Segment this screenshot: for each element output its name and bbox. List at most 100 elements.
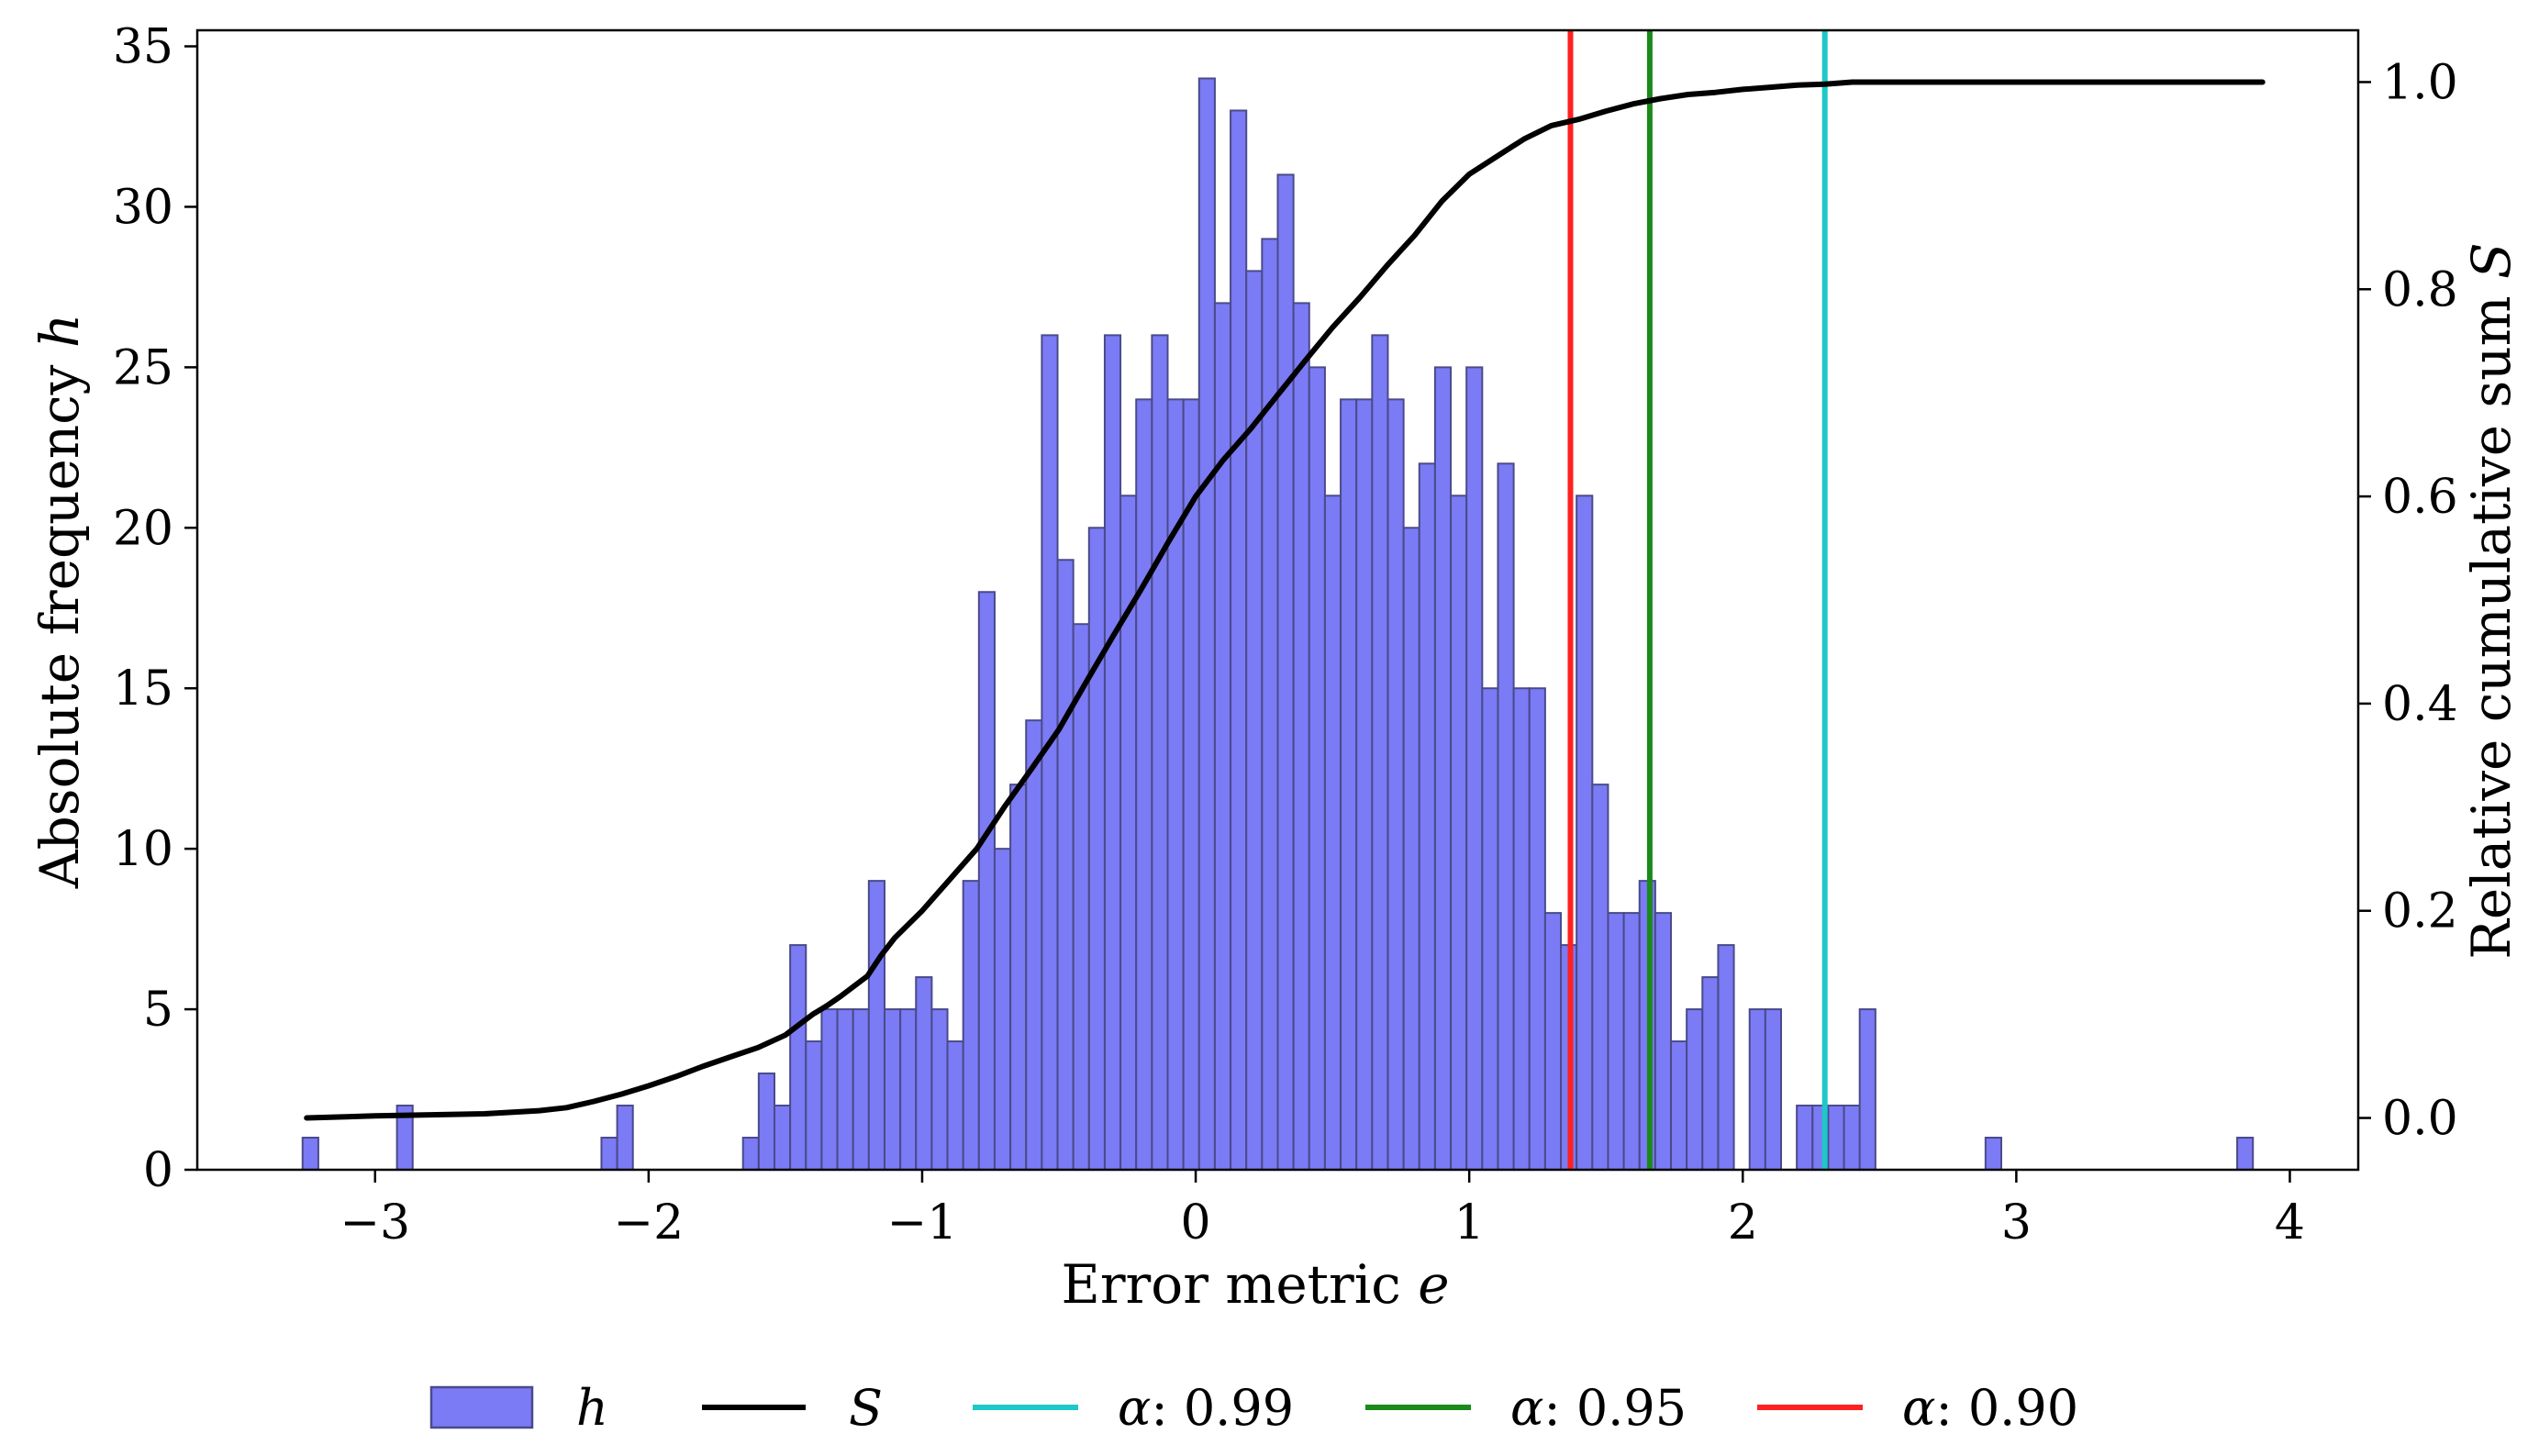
histogram-bar — [1056, 559, 1075, 1171]
left-y-axis-ticks: 0 5 10 15 20 25 30 35 — [113, 19, 197, 1198]
plot-frame — [195, 28, 2360, 1172]
legend-label-alpha-095: α: 0.95 — [1510, 1379, 1687, 1437]
histogram-bar — [820, 1008, 839, 1172]
right-y-tick-label: 0.8 — [2382, 262, 2458, 317]
legend-symbol-alpha-099: α — [1118, 1379, 1151, 1437]
histogram-bar — [1686, 1008, 1704, 1172]
histogram-bar — [1261, 238, 1279, 1171]
legend-item-h: h — [429, 1379, 608, 1437]
histogram-bar — [1528, 687, 1546, 1171]
histogram-bar — [1843, 1105, 1861, 1172]
histogram-bar — [1418, 462, 1436, 1171]
histogram-bar — [1323, 495, 1342, 1171]
histogram-bar — [1858, 1008, 1876, 1172]
histogram-bar — [977, 591, 996, 1171]
histogram-bar — [1654, 912, 1673, 1171]
legend-item-alpha-090: α: 0.90 — [1757, 1379, 2078, 1437]
x-axis-title-text: Error metric — [1061, 1253, 1400, 1316]
x-tick-label: −3 — [340, 1195, 410, 1250]
legend-item-s: S — [702, 1379, 883, 1437]
histogram-bar — [1340, 398, 1358, 1172]
histogram-bar — [899, 1008, 918, 1172]
x-axis-ticks: −3 −2 −1 0 1 2 3 4 — [340, 1170, 2305, 1250]
histogram-bar — [883, 1008, 902, 1172]
legend-value-alpha-099: : 0.99 — [1151, 1379, 1294, 1437]
histogram-bar — [1607, 912, 1625, 1171]
histogram-bar — [930, 1008, 949, 1172]
histogram-bar — [836, 1008, 854, 1172]
left-y-axis-title: Absolute frequency h — [28, 314, 91, 889]
histogram-bar — [1764, 1008, 1783, 1172]
histogram-bar — [852, 1008, 870, 1172]
left-y-tick-label: 25 — [113, 340, 173, 395]
left-y-tick-label: 0 — [143, 1143, 173, 1198]
legend-patch-h — [429, 1385, 534, 1429]
left-y-tick-label: 10 — [113, 822, 173, 877]
histogram-bar — [805, 1040, 823, 1172]
histogram-bar — [301, 1137, 319, 1171]
histogram-bar — [1497, 462, 1515, 1171]
histogram-bars — [301, 77, 2255, 1172]
histogram-bar — [1072, 623, 1090, 1171]
x-tick-label: −2 — [614, 1195, 685, 1250]
histogram-bar — [1433, 366, 1453, 1171]
histogram-bar — [1308, 366, 1326, 1171]
legend-label-alpha-099: α: 0.99 — [1118, 1379, 1294, 1437]
histogram-bar — [946, 1040, 964, 1172]
histogram-bar — [867, 880, 885, 1171]
histogram-bar — [993, 848, 1012, 1172]
right-y-tick-label: 0.6 — [2382, 470, 2458, 525]
histogram-bar — [1371, 334, 1389, 1171]
legend-label-s: S — [849, 1379, 883, 1437]
histogram-bar — [1166, 398, 1185, 1172]
histogram-bar — [1197, 77, 1216, 1171]
histogram-bar — [616, 1105, 634, 1172]
left-y-tick-label: 5 — [143, 983, 173, 1038]
histogram-bar — [1151, 334, 1169, 1171]
histogram-bar — [1543, 912, 1563, 1171]
histogram-bar — [1717, 944, 1735, 1172]
histogram-bar — [1622, 912, 1641, 1171]
histogram-bar — [1465, 366, 1484, 1171]
histogram-bar — [1701, 976, 1720, 1171]
histogram-bar — [1748, 1008, 1766, 1172]
histogram-bar — [789, 944, 807, 1172]
legend-value-alpha-090: : 0.90 — [1935, 1379, 2078, 1437]
legend-item-alpha-099: α: 0.99 — [973, 1379, 1294, 1437]
left-y-axis-title-text: Absolute frequency — [28, 364, 91, 889]
histogram-bar — [1670, 1040, 1688, 1172]
histogram-bar — [1355, 398, 1374, 1172]
threshold-lines — [1567, 30, 1828, 1170]
left-y-tick-label: 30 — [113, 180, 173, 235]
legend-symbol-alpha-095: α — [1510, 1379, 1543, 1437]
histogram-bar — [1827, 1105, 1845, 1172]
histogram-bar — [1576, 495, 1594, 1171]
histogram-bar — [1450, 495, 1468, 1171]
histogram-bar — [962, 880, 980, 1171]
x-tick-label: −1 — [887, 1195, 958, 1250]
histogram-bar — [1009, 784, 1028, 1171]
histogram-bar — [1103, 334, 1122, 1171]
histogram-bar — [1245, 270, 1264, 1172]
left-y-tick-label: 15 — [113, 661, 173, 717]
x-tick-label: 1 — [1454, 1195, 1485, 1250]
histogram-bar — [1292, 302, 1310, 1171]
histogram-bar — [1276, 173, 1295, 1171]
left-y-tick-label: 20 — [113, 501, 173, 556]
x-tick-label: 0 — [1181, 1195, 1211, 1250]
right-y-axis-title: Relative cumulative sum S — [2460, 242, 2522, 960]
right-y-axis-ticks: 0.0 0.2 0.4 0.6 0.8 1.0 — [2358, 55, 2458, 1147]
left-y-axis-title-symbol: h — [28, 314, 91, 348]
histogram-bar — [1025, 719, 1043, 1172]
histogram-bar — [1796, 1105, 1814, 1172]
right-y-axis-title-symbol: S — [2460, 242, 2522, 279]
right-y-tick-label: 0.4 — [2382, 677, 2458, 732]
histogram-bar — [773, 1105, 792, 1172]
x-axis-title: Error metric e — [1061, 1253, 1449, 1316]
x-tick-label: 4 — [2275, 1195, 2305, 1250]
right-y-tick-label: 1.0 — [2382, 55, 2458, 110]
x-axis-title-symbol: e — [1418, 1253, 1449, 1316]
histogram-bar — [1386, 398, 1405, 1172]
cumulative-sum-line — [304, 79, 2266, 1121]
